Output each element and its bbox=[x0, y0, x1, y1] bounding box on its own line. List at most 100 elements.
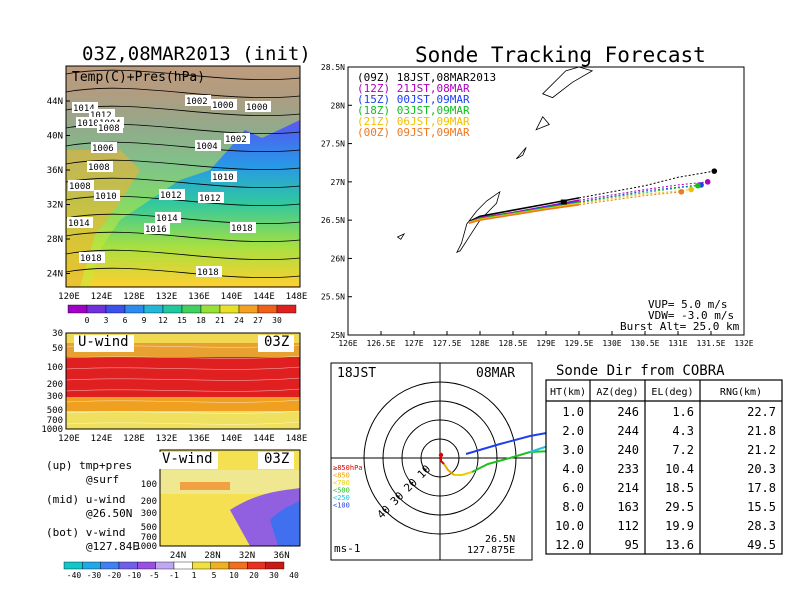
isobar-label-box bbox=[79, 252, 105, 263]
temp-colorbar-cell bbox=[181, 304, 202, 314]
cobra-header-cell: EL(deg) bbox=[651, 387, 693, 398]
hodograph-start bbox=[438, 452, 444, 458]
track-legend-entry: (09Z) 18JST,08MAR2013 bbox=[357, 71, 496, 84]
cobra-cell: 22.7 bbox=[747, 405, 776, 419]
pressure-legend-entry: <250 bbox=[333, 494, 350, 502]
vwind-label: V-wind bbox=[162, 451, 213, 467]
isobar-label-box bbox=[196, 266, 222, 277]
cobra-cell: 6.0 bbox=[562, 481, 584, 495]
map-lon-tick: 124E bbox=[91, 292, 113, 302]
legend-mid-sub: @26.50N bbox=[86, 507, 133, 520]
isobar-label-box bbox=[155, 212, 181, 223]
temp-colorbar-tick: 27 bbox=[253, 316, 263, 325]
vwind-lat-tick: 36N bbox=[273, 551, 289, 561]
isobar-label: 1014 bbox=[73, 104, 95, 114]
vwind-colorbar-tick: 10 bbox=[229, 571, 239, 580]
vwind-colorbar-tick: -20 bbox=[107, 571, 122, 580]
vwind-colorbar-cell bbox=[228, 561, 248, 570]
map-frame bbox=[65, 65, 301, 288]
map-lat-tick: 32N bbox=[47, 201, 63, 211]
isobar-label: 1010 bbox=[212, 173, 234, 183]
legend-bot-label: (bot) v-wind bbox=[46, 526, 126, 539]
uwind-band bbox=[66, 397, 300, 411]
uwind-lon-tick: 132E bbox=[156, 434, 178, 444]
small-island bbox=[535, 116, 550, 131]
isobar-label-box bbox=[185, 95, 211, 106]
cobra-cell: 112 bbox=[617, 519, 639, 533]
map-lon-tick: 144E bbox=[253, 292, 275, 302]
okinawa-island bbox=[456, 190, 501, 254]
legend-bot-sub: @127.84E bbox=[86, 540, 139, 553]
tracking-lat-tick: 25.5N bbox=[321, 293, 345, 302]
vwind-colorbar-tick: -30 bbox=[87, 571, 102, 580]
cobra-cell: 21.2 bbox=[747, 443, 776, 457]
tracking-lon-tick: 127.5E bbox=[433, 339, 462, 348]
tracking-lat-tick: 26.5N bbox=[321, 216, 345, 225]
isobar-label-box bbox=[97, 122, 123, 133]
tracking-title: Sonde Tracking Forecast bbox=[415, 43, 706, 67]
isobar-line bbox=[65, 87, 301, 98]
isobar-label-box bbox=[72, 102, 98, 113]
amami-island bbox=[541, 66, 594, 99]
temp-colorbar-cell bbox=[276, 304, 297, 314]
cobra-cell: 29.5 bbox=[665, 500, 694, 514]
vwind-p-tick: 200 bbox=[141, 497, 157, 507]
cobra-cell: 95 bbox=[625, 538, 639, 552]
polar-date-label: 08MAR bbox=[476, 366, 516, 381]
temp-colorbar-cell bbox=[86, 304, 107, 314]
cobra-cell: 18.5 bbox=[665, 481, 694, 495]
tracking-lon-tick: 126E bbox=[338, 339, 357, 348]
vwind-colorbar-tick: 5 bbox=[212, 571, 217, 580]
temp-colorbar-cell bbox=[238, 304, 259, 314]
isobar-label: 1010 bbox=[95, 192, 117, 202]
isobar-label: 1018 bbox=[197, 268, 219, 278]
track-legend-entry: (12Z) 21JST,08MAR bbox=[357, 82, 470, 95]
vwind-colorbar-tick: -10 bbox=[127, 571, 142, 580]
vwind-colorbar-cell bbox=[210, 561, 230, 570]
isobar-label: 1006 bbox=[92, 144, 114, 154]
pressure-legend-entry: ≥850hPa bbox=[333, 464, 363, 472]
isobar-label-box bbox=[144, 223, 170, 234]
map-lon-tick: 120E bbox=[58, 292, 80, 302]
vwind-positive bbox=[180, 482, 230, 490]
uwind-band bbox=[66, 411, 300, 429]
cobra-cell: 2.0 bbox=[562, 424, 584, 438]
vwind-lat-tick: 28N bbox=[204, 551, 220, 561]
cobra-cell: 4.0 bbox=[562, 462, 584, 476]
uwind-contour bbox=[65, 410, 301, 414]
temp-colorbar-tick: 18 bbox=[196, 316, 206, 325]
temp-colorbar-cell bbox=[67, 304, 88, 314]
map-lon-tick: 132E bbox=[156, 292, 178, 302]
vwind-p-tick: 300 bbox=[141, 509, 157, 519]
map-overlay-label: Temp(C)+Pres(hPa) bbox=[72, 70, 206, 85]
cobra-cell: 1.0 bbox=[562, 405, 584, 419]
uwind-p-tick: 700 bbox=[47, 416, 63, 426]
vwind-colorbar-tick: 30 bbox=[269, 571, 279, 580]
temp-colorbar-cell bbox=[219, 304, 240, 314]
isobar-label: 1014 bbox=[156, 214, 178, 224]
isobar-label: 1000 bbox=[212, 101, 234, 111]
vwind-colorbar-tick: -1 bbox=[169, 571, 179, 580]
tracking-lon-tick: 130E bbox=[602, 339, 621, 348]
track-legend-entry: (00Z) 09JST,09MAR bbox=[357, 126, 470, 139]
temp-colorbar-tick: 6 bbox=[123, 316, 128, 325]
uwind-frame bbox=[65, 332, 301, 430]
vwind-time: 03Z bbox=[264, 451, 290, 467]
cobra-cell: 15.5 bbox=[747, 500, 776, 514]
tracking-lon-tick: 131.5E bbox=[697, 339, 726, 348]
track-endpoint bbox=[688, 186, 694, 193]
isobar-label-box bbox=[198, 192, 224, 203]
isobar-label-box bbox=[224, 133, 250, 144]
legend-up-sub: @surf bbox=[86, 473, 120, 486]
map-lat-tick: 44N bbox=[47, 97, 63, 107]
map-lon-tick: 128E bbox=[123, 292, 145, 302]
temp-colorbar-cell bbox=[162, 304, 183, 314]
cobra-cell: 3.0 bbox=[562, 443, 584, 457]
track-marker bbox=[560, 199, 567, 205]
map-lon-tick: 140E bbox=[221, 292, 243, 302]
tracking-lat-tick: 26N bbox=[331, 254, 346, 263]
tracking-frame bbox=[347, 66, 745, 336]
pressure-legend-entry: <100 bbox=[333, 502, 350, 510]
hodograph-segment bbox=[454, 471, 473, 476]
continent-land bbox=[66, 66, 300, 287]
